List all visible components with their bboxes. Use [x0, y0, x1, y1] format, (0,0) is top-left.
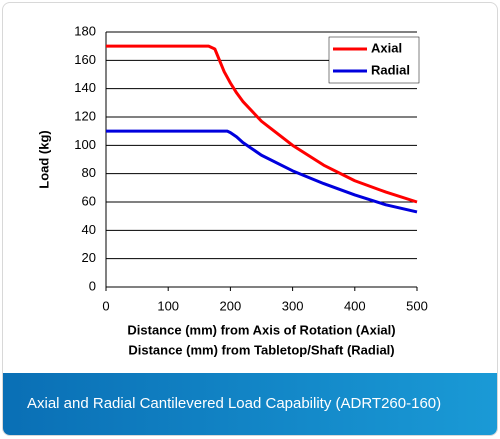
series-line	[106, 129, 418, 214]
x-tick-label: 400	[344, 298, 366, 313]
y-tick-label: 180	[74, 23, 96, 38]
y-tick-label: 60	[82, 193, 96, 208]
legend-label: Axial	[371, 40, 402, 55]
y-tick-label: 160	[74, 52, 96, 67]
y-tick-label: 120	[74, 108, 96, 123]
series-line	[106, 44, 418, 204]
legend-box	[328, 36, 420, 84]
legend-label: Radial	[371, 62, 410, 77]
y-tick-label: 20	[82, 250, 96, 265]
legend: Axial Radial	[328, 36, 420, 84]
caption: Axial and Radial Cantilevered Load Capab…	[3, 373, 497, 435]
x-axis-label: Distance (mm) from Axis of Rotation (Axi…	[127, 322, 395, 337]
x-tick-label: 500	[406, 298, 428, 313]
x-tick-label: 0	[102, 298, 109, 313]
x-axis-label: Distance (mm) from Tabletop/Shaft (Radia…	[128, 342, 394, 357]
x-tick-label: 100	[157, 298, 179, 313]
y-axis-label: Load (kg)	[36, 130, 51, 189]
y-tick-label: 80	[82, 165, 96, 180]
y-tick-label: 40	[82, 222, 96, 237]
x-tick-label: 300	[282, 298, 304, 313]
y-tick-label: 0	[89, 278, 96, 293]
x-tick-label: 200	[220, 298, 242, 313]
y-tick-label: 140	[74, 80, 96, 95]
y-tick-label: 100	[74, 137, 96, 152]
chart: 0 20 40 60 80 100 120 140 160 180 0 100 200 300 400 500…	[36, 23, 428, 357]
